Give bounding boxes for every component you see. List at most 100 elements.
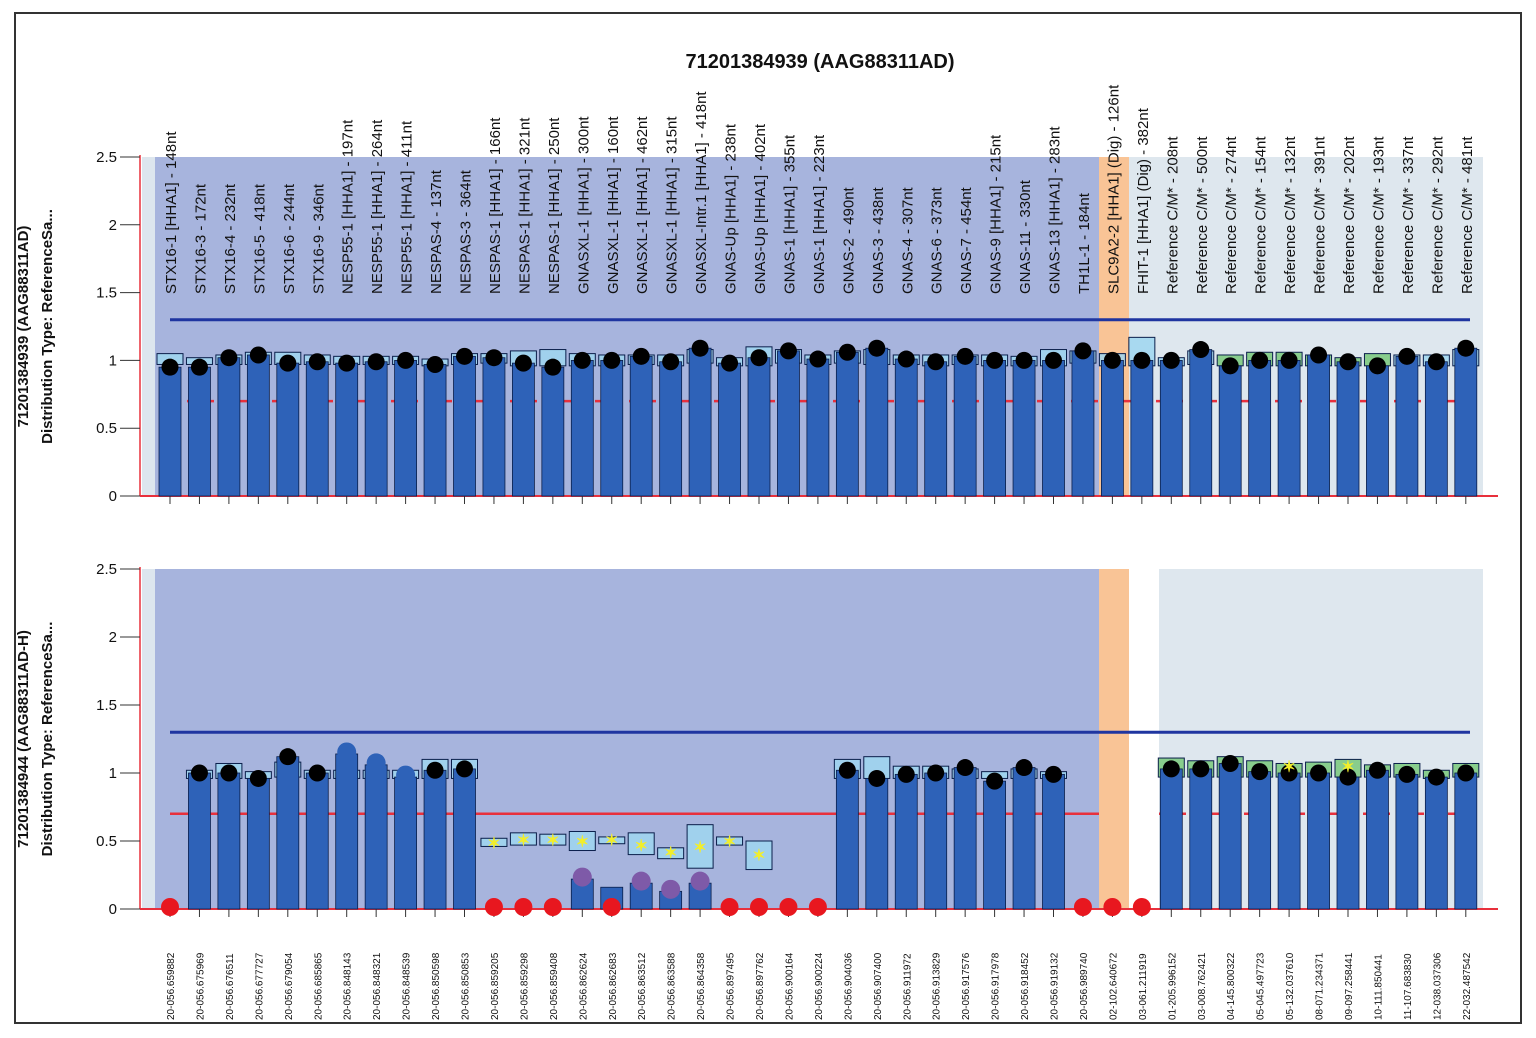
coordinate-label: 20-056.904036 [843,952,854,1020]
ratio-bar [953,767,977,910]
ratio-bar [1101,359,1124,497]
probe-label: GNASXL-1 [HHA1] - 315nt [664,116,681,294]
sample-dot [1457,339,1475,357]
probe-label: NESP55-1 [HHA1] - 264nt [369,119,386,294]
probe-label: FHIT-1 [HHA1] (Dig) - 382nt [1135,107,1152,294]
ratio-bar [1071,350,1095,497]
sample-dot [1251,763,1269,781]
target-marker: ✶ [546,833,559,850]
zero-ratio-dot [1132,898,1151,916]
sample-dot [868,769,886,787]
ratio-bar [1395,355,1419,497]
y-tick-label: 0 [109,488,117,505]
sample-dot [1045,765,1062,783]
coordinate-label: 02-102.640672 [1108,952,1119,1020]
ratio-bar [894,358,918,497]
y-tick-label: 1 [109,765,117,782]
probe-label: STX16-5 - 418nt [251,183,268,294]
probe-label: TH1L-1 - 184nt [1076,192,1093,294]
sample-dot [338,354,356,372]
confidence-box [657,847,685,860]
ratio-bar [217,772,241,910]
sample-dot [308,764,326,782]
coordinate-label: 04-145.800322 [1226,952,1237,1020]
ratio-bar [1336,361,1360,497]
sample-dot [1280,351,1298,369]
probe-label: GNAS-13 [HHA1] - 283nt [1047,126,1064,294]
digest-control-region [1129,569,1159,909]
ratio-bar [246,354,270,497]
ratio-bar [423,364,447,497]
ratio-bar [276,756,300,910]
ratio-bar [1042,359,1065,497]
probe-label: Reference C/M* - 202nt [1341,136,1358,294]
target-marker: ✶ [1341,759,1354,776]
probe-label: Reference C/M* - 292nt [1429,136,1446,294]
sample-dot [1310,764,1328,782]
ratio-bar [305,772,329,910]
coordinate-label: 20-056.679054 [284,952,295,1020]
confidence-box [627,832,655,856]
probe-label: GNAS-11 - 330nt [1017,179,1034,294]
ratio-bar [865,778,889,910]
y-tick-label: 2 [109,217,117,234]
sample-dot [632,347,650,365]
ratio-bar [158,366,182,497]
ratio-bar [394,776,418,910]
ratio-bar [1189,768,1213,910]
sample-dot [1192,760,1210,778]
ratio-bar [1012,767,1036,910]
y-tick-label: 0.5 [96,833,117,850]
sample-dot [367,353,385,371]
coordinate-label-axis: 20-056.659882 20-056.675969 20-056.676511 2… [166,952,1473,1020]
coordinate-label: 20-056.918452 [1020,952,1031,1020]
sample-dot [1045,351,1062,369]
coordinate-label: 20-056.864358 [696,952,707,1020]
coordinate-label: 20-056.917978 [991,952,1002,1020]
target-marker: ✶ [664,845,677,862]
sample-dot [1310,346,1328,364]
probe-label: GNASXL-1 [HHA1] - 160nt [605,116,622,294]
probe-label: GNAS-4 - 307nt [899,186,916,294]
probe-label: STX16-9 - 346nt [310,183,327,294]
ratio-bar [570,359,594,497]
ratio-bar [1454,772,1478,910]
sample-dot [750,349,768,367]
zero-ratio-dot [750,898,768,916]
ratio-bar [747,357,771,497]
ratio-bar [364,361,388,497]
probe-label: GNASXL-Intr.1 [HHA1] - 418nt [693,91,710,294]
y-axis-title-sample: 71201384944 (AAG88311AD-H) [15,630,32,848]
sample-dot [779,342,797,360]
sample-dot [1427,768,1445,786]
sample-dot [544,358,562,376]
methylation-dot [661,879,681,899]
sample-dot [691,339,709,357]
probe-label: NESPAS-1 [HHA1] - 166nt [487,117,504,294]
ratio-bar [600,359,624,497]
ratio-bar [1159,768,1183,910]
probe-label: NESPAS-1 [HHA1] - 250nt [546,117,563,294]
confidence-box [745,840,773,871]
probe-label: GNAS-2 - 490nt [840,186,857,294]
sample-dot [456,347,473,365]
sample-dot [1280,764,1298,782]
ratio-bar [924,361,948,497]
ratio-bar [835,351,859,497]
probe-label: NESP55-1 [HHA1] - 197nt [340,119,357,294]
sample-dot [1015,759,1033,777]
sample-dot [279,354,297,372]
target-marker: ✶ [487,835,500,852]
sample-dot [456,760,473,778]
ratio-bar [718,362,741,497]
y-tick-label: 2 [109,629,117,646]
sample-dot [868,339,886,357]
ratio-bar [1336,776,1360,910]
ratio-bar [305,361,329,497]
sample-dot [1368,357,1386,375]
sample-dot [1457,764,1475,782]
confidence-box [480,837,508,847]
sample-dot [1221,357,1239,375]
sample-dot [161,358,179,376]
